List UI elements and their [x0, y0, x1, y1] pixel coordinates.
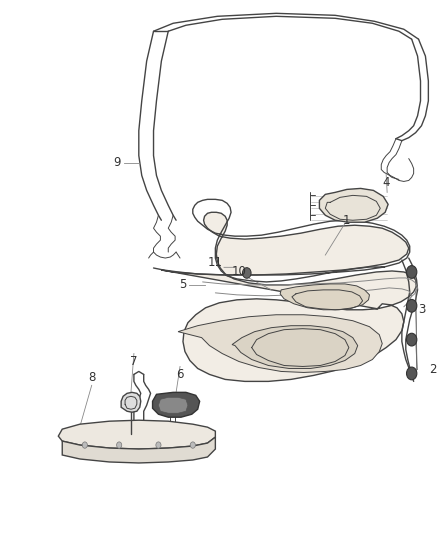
Text: 10: 10 [232, 265, 246, 278]
Text: 1: 1 [343, 214, 351, 227]
Text: 7: 7 [130, 355, 138, 368]
Text: 2: 2 [430, 363, 437, 376]
Circle shape [406, 333, 417, 346]
Polygon shape [161, 212, 417, 382]
Circle shape [82, 442, 88, 448]
Circle shape [190, 442, 195, 448]
Text: 4: 4 [382, 176, 390, 189]
Circle shape [243, 268, 251, 278]
Polygon shape [280, 284, 370, 310]
Text: 6: 6 [176, 368, 184, 381]
Polygon shape [178, 315, 382, 373]
Circle shape [406, 367, 417, 380]
Text: 8: 8 [88, 371, 95, 384]
Polygon shape [121, 392, 141, 412]
Polygon shape [319, 188, 388, 222]
Polygon shape [152, 392, 200, 417]
Circle shape [117, 442, 122, 448]
Polygon shape [159, 397, 188, 413]
Polygon shape [232, 326, 358, 368]
Text: 5: 5 [179, 278, 187, 292]
Polygon shape [58, 420, 215, 449]
Text: 9: 9 [113, 156, 121, 169]
Circle shape [156, 442, 161, 448]
Text: 3: 3 [418, 303, 425, 316]
Polygon shape [62, 437, 215, 463]
Circle shape [406, 300, 417, 312]
Text: 11: 11 [208, 255, 223, 269]
Circle shape [406, 265, 417, 278]
